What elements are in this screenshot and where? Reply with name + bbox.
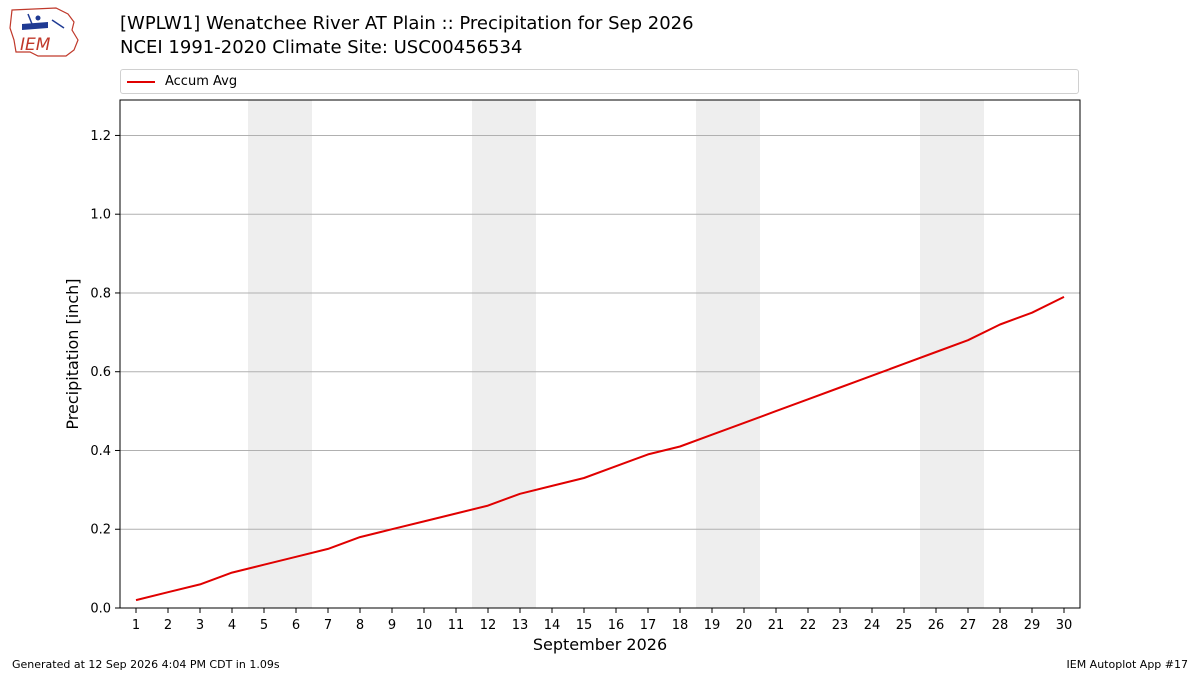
x-tick-label: 11: [448, 618, 465, 633]
x-tick-label: 2: [164, 618, 172, 633]
y-tick-label: 1.2: [90, 129, 111, 144]
data-point: [935, 351, 937, 353]
y-axis: 0.0 0.2 0.4 0.6 0.8 1.0 1.2: [90, 129, 120, 617]
data-point: [519, 493, 521, 495]
data-point: [903, 363, 905, 365]
x-tick-label: 17: [640, 618, 657, 633]
data-point: [167, 591, 169, 593]
weekend-band-1: [248, 100, 312, 608]
data-point: [359, 536, 361, 538]
y-tick-label: 0.6: [90, 365, 111, 380]
data-point: [807, 398, 809, 400]
x-tick-label: 22: [800, 618, 817, 633]
x-tick-label: 9: [388, 618, 396, 633]
x-tick-label: 30: [1056, 618, 1073, 633]
x-tick-label: 24: [864, 618, 881, 633]
x-tick-label: 12: [480, 618, 497, 633]
y-tick-label: 0.0: [90, 602, 111, 617]
data-point: [487, 505, 489, 507]
footer-app-text: IEM Autoplot App #17: [1066, 658, 1189, 671]
x-tick-label: 23: [832, 618, 849, 633]
x-tick-label: 6: [292, 618, 300, 633]
y-tick-label: 1.0: [90, 208, 111, 223]
x-tick-label: 18: [672, 618, 689, 633]
x-tick-label: 27: [960, 618, 977, 633]
data-point: [263, 564, 265, 566]
data-point: [775, 410, 777, 412]
y-tick-label: 0.4: [90, 444, 111, 459]
data-point: [455, 512, 457, 514]
y-axis-label: Precipitation [inch]: [63, 278, 82, 429]
footer-generated-text: Generated at 12 Sep 2026 4:04 PM CDT in …: [12, 658, 280, 671]
y-tick-label: 0.2: [90, 523, 111, 538]
weekend-band-3: [696, 100, 760, 608]
data-point: [967, 339, 969, 341]
series-line-accum-avg: [135, 296, 1065, 602]
logo-text: IEM: [20, 35, 51, 55]
x-tick-label: 16: [608, 618, 625, 633]
legend: Accum Avg: [120, 69, 1079, 94]
x-tick-label: 28: [992, 618, 1009, 633]
x-tick-label: 26: [928, 618, 945, 633]
chart-subtitle: NCEI 1991-2020 Climate Site: USC00456534: [120, 37, 523, 58]
weekend-band-2: [472, 100, 536, 608]
data-point: [231, 572, 233, 574]
data-point: [711, 434, 713, 436]
data-point: [615, 465, 617, 467]
iem-logo: IEM: [9, 7, 79, 57]
x-tick-label: 19: [704, 618, 721, 633]
x-tick-label: 29: [1024, 618, 1041, 633]
data-point: [391, 528, 393, 530]
data-point: [1063, 296, 1065, 298]
x-tick-label: 21: [768, 618, 785, 633]
x-axis-label: September 2026: [533, 635, 667, 654]
x-tick-label: 4: [228, 618, 236, 633]
data-point: [839, 386, 841, 388]
chart-title: [WPLW1] Wenatchee River AT Plain :: Prec…: [120, 13, 694, 34]
legend-swatch-accum-avg: [127, 81, 155, 83]
x-axis: 1 2 3 4 5 6 7 8 9 10 11 12 13 14 15 16 17 18 19 20 21 22 23 24 2…: [132, 608, 1072, 633]
data-point: [423, 520, 425, 522]
data-point: [551, 485, 553, 487]
plot-frame: [119, 99, 1081, 609]
legend-label-accum-avg: Accum Avg: [165, 74, 238, 89]
data-point: [743, 422, 745, 424]
x-tick-label: 10: [416, 618, 433, 633]
data-point: [327, 548, 329, 550]
x-tick-label: 14: [544, 618, 561, 633]
x-tick-label: 13: [512, 618, 529, 633]
x-tick-label: 20: [736, 618, 753, 633]
y-tick-label: 0.8: [90, 286, 111, 301]
data-point: [295, 556, 297, 558]
data-point: [647, 453, 649, 455]
x-tick-label: 15: [576, 618, 593, 633]
data-point: [999, 323, 1001, 325]
data-point: [679, 446, 681, 448]
x-tick-label: 3: [196, 618, 204, 633]
x-tick-label: 5: [260, 618, 268, 633]
weekend-bands: [248, 100, 984, 608]
x-tick-label: 25: [896, 618, 913, 633]
data-point: [1031, 312, 1033, 314]
x-tick-label: 1: [132, 618, 140, 633]
data-point: [583, 477, 585, 479]
data-point: [135, 599, 137, 601]
x-tick-label: 7: [324, 618, 332, 633]
data-point: [871, 375, 873, 377]
series-layer: [135, 296, 1065, 602]
y-gridlines: [120, 134, 1080, 530]
data-point: [199, 583, 201, 585]
x-tick-label: 8: [356, 618, 364, 633]
